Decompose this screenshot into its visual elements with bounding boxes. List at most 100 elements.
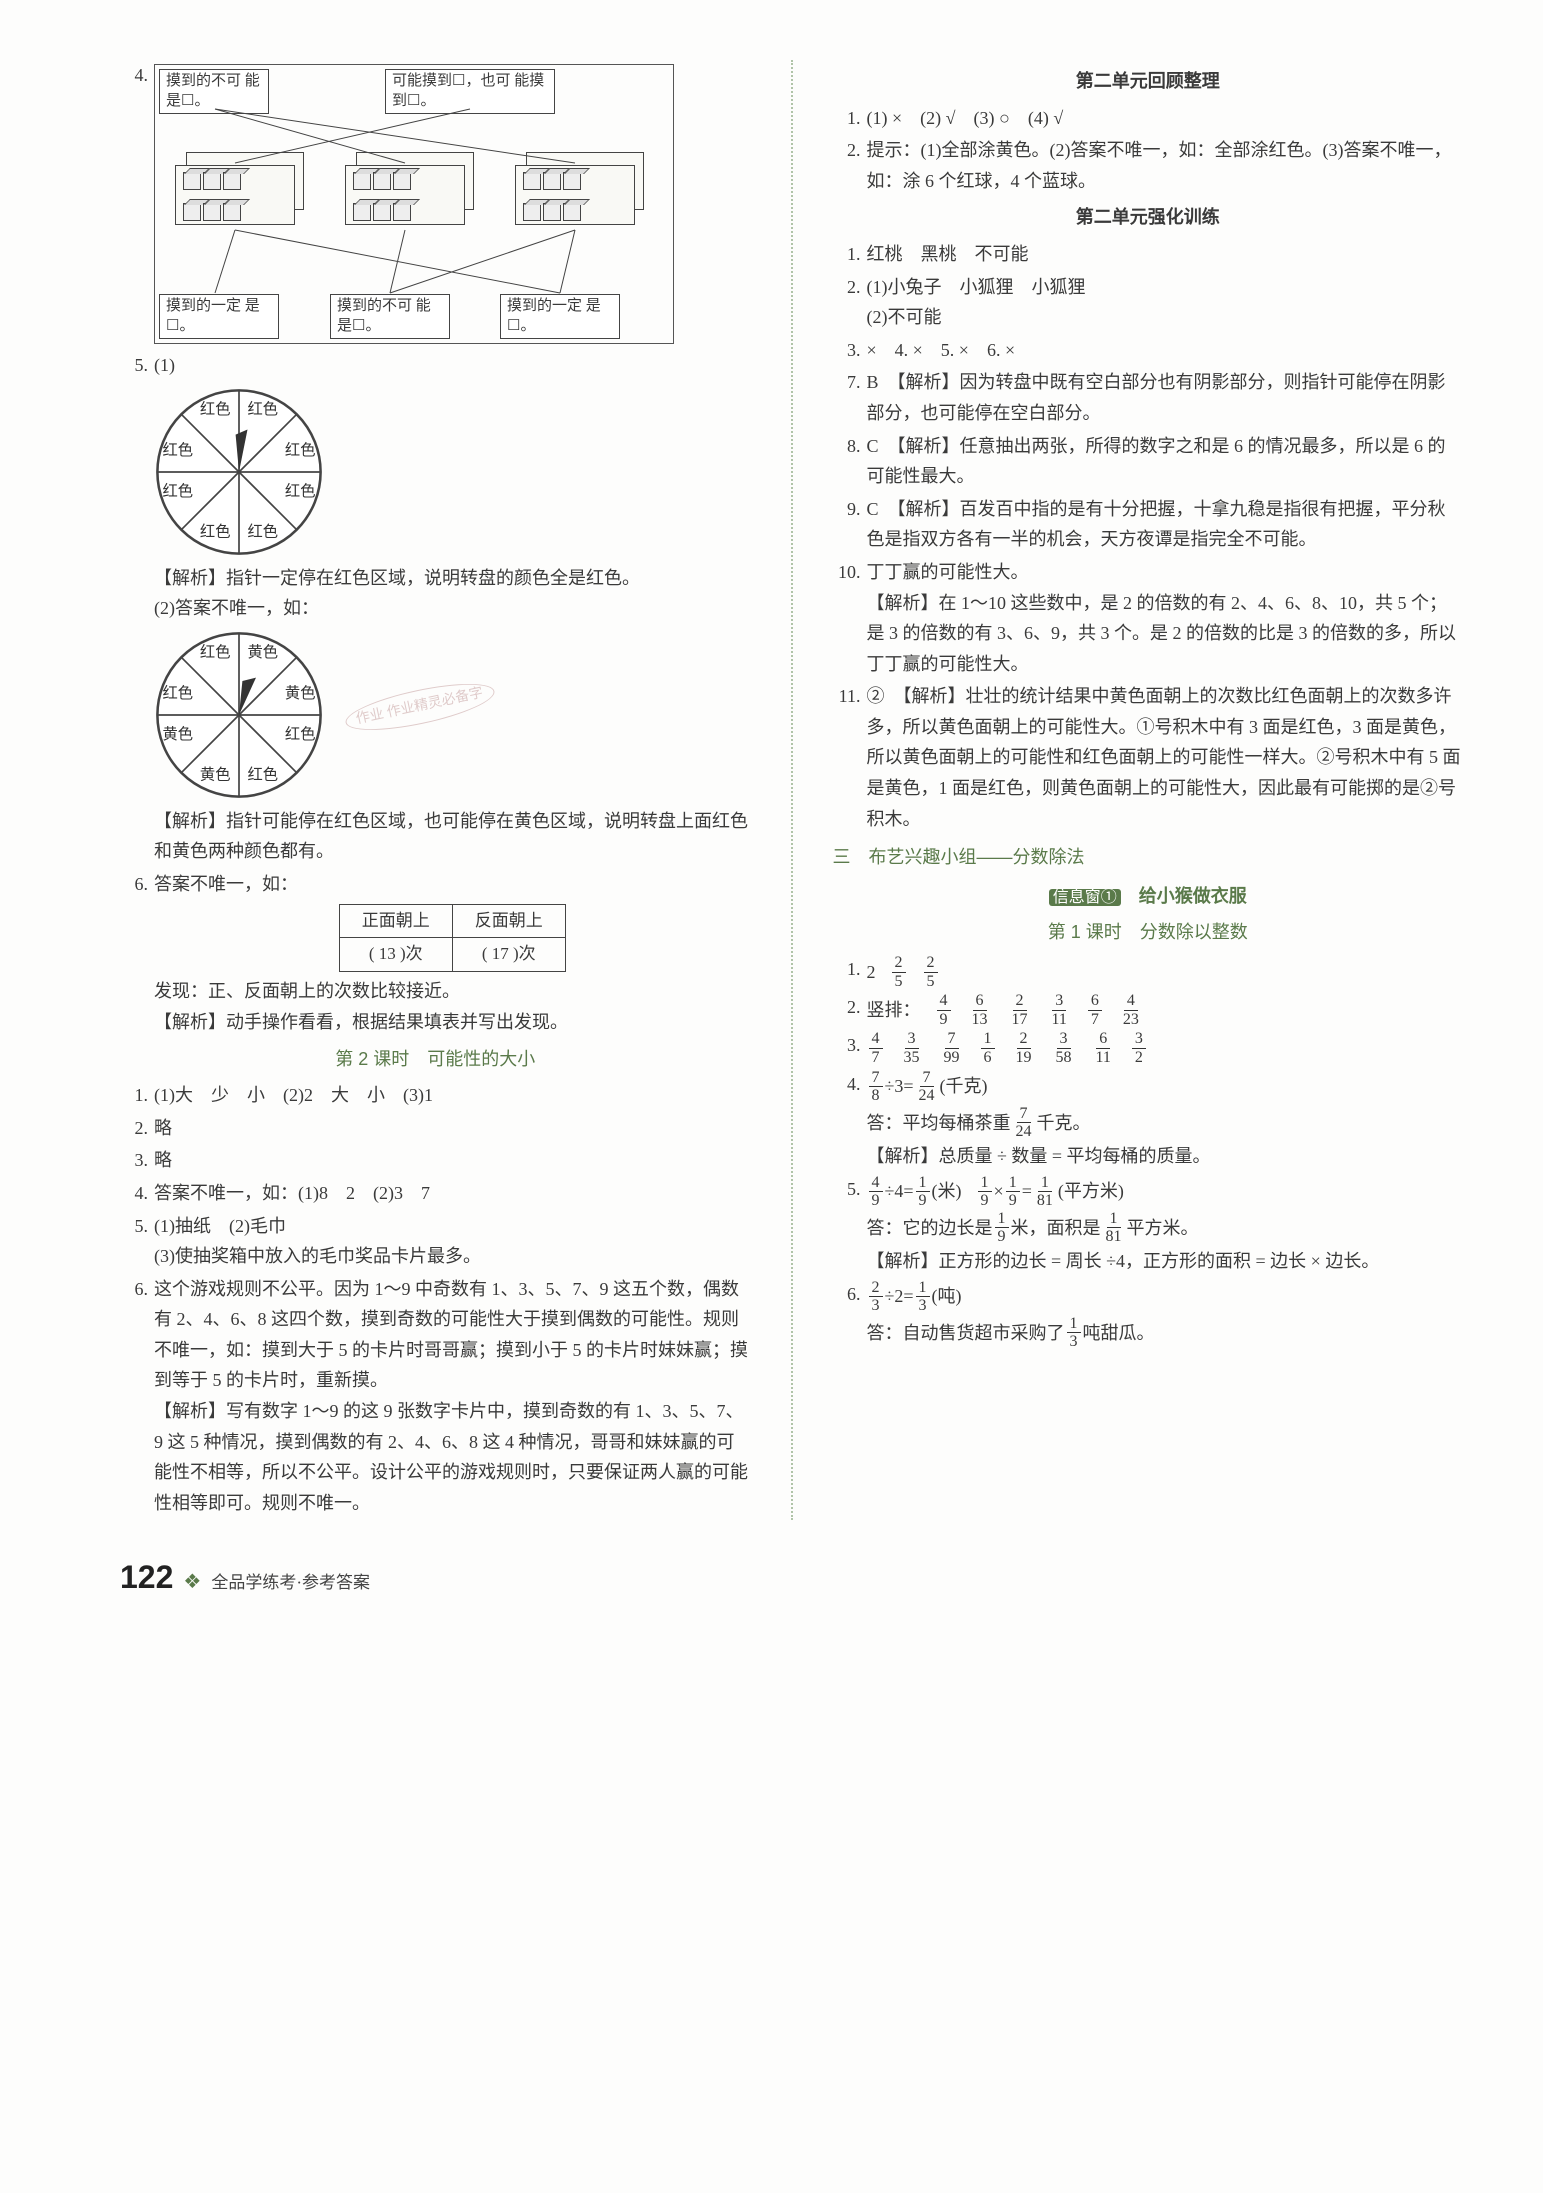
unit2-review-title: 第二单元回顾整理 (833, 66, 1464, 97)
bottom-box-3: 摸到的一定 是☐。 (500, 294, 620, 339)
svg-text:红色: 红色 (162, 685, 193, 702)
q4: 4. 摸到的不可 能是☐。 可能摸到☐，也可 能摸到☐。 摸到的一定 是☐。 (120, 60, 751, 348)
page-footer: 122 ❖ 全品学练考·参考答案 (120, 1550, 1463, 1604)
column-divider (791, 60, 793, 1520)
bottom-box-2: 摸到的不可 能是☐。 (330, 294, 450, 339)
q5-part1-label: (1) (154, 355, 175, 375)
ans-post: 千克。 (1037, 1108, 1091, 1139)
l2-q1: (1)大 少 小 (2)2 大 小 (3)1 (154, 1080, 751, 1111)
td-1: ( 13 )次 (339, 938, 452, 972)
t-q11-ans: ② (867, 686, 885, 706)
svg-text:黄色: 黄色 (247, 644, 278, 661)
ans-post: 平方米。 (1127, 1213, 1199, 1244)
l2-q4: 答案不唯一，如：(1)8 2 (2)3 7 (154, 1178, 751, 1209)
svg-text:红色: 红色 (247, 401, 278, 418)
bin-1 (175, 165, 295, 225)
svg-text:红色: 红色 (200, 523, 231, 540)
l2-q5-1: (1)抽纸 (2)毛巾 (154, 1211, 751, 1242)
f-q1: 2 25 25 (867, 954, 1464, 990)
frac: 25 (924, 954, 938, 990)
chapter-num: 三 (833, 847, 851, 867)
t-q3-6: × 4. × 5. × 6. × (867, 335, 1464, 366)
t-q2-2: (2)不可能 (867, 302, 1464, 333)
q5: 5. (1) 红 (120, 350, 751, 867)
analysis-label: 【解析】 (154, 568, 226, 588)
bin-3 (515, 165, 635, 225)
f-q4: 78 ÷3= 724 (千克) 答：平均每桶茶重724千克。 【解析】总质量 ÷… (867, 1069, 1464, 1172)
svg-text:红色: 红色 (285, 482, 316, 499)
analysis-label: 【解析】 (897, 436, 960, 456)
unit: (千克) (940, 1071, 988, 1102)
f-q5: 49 ÷4= 19 (米) 19 × 19 = 181 (平方米) 答：它的边长… (867, 1174, 1464, 1277)
svg-text:红色: 红色 (285, 442, 316, 459)
svg-text:红色: 红色 (200, 401, 231, 418)
t-q11-text: 壮壮的统计结果中黄色面朝上的次数比红色面朝上的次数多许多，所以黄色面朝上的可能性… (867, 686, 1461, 828)
l2-q3: 略 (154, 1145, 751, 1176)
info-badge: 信息窗① (1049, 889, 1121, 906)
pie-1: 红色红色 红色红色 红色红色 红色红色 (154, 387, 324, 557)
right-column: 第二单元回顾整理 1.(1) × (2) √ (3) ○ (4) √ 2.提示：… (833, 60, 1464, 1520)
svg-text:红色: 红色 (247, 766, 278, 783)
ans-pre: 答：平均每桶茶重 (867, 1108, 1011, 1139)
unit: (吨) (932, 1281, 962, 1312)
th-2: 反面朝上 (452, 904, 565, 938)
unit: (平方米) (1058, 1176, 1124, 1207)
f-q4-analysis: 总质量 ÷ 数量 = 平均每桶的质量。 (939, 1146, 1211, 1166)
t-q10-text: 在 1～10 这些数中，是 2 的倍数的有 2、4、6、8、10，共 5 个；是… (867, 593, 1457, 674)
watermark-stamp: 作业 作业精灵必备字 (342, 674, 497, 739)
analysis-label: 【解析】 (154, 1401, 226, 1421)
analysis-label: 【解析】 (897, 499, 960, 519)
pie-2: 黄色黄色 红色红色 黄色黄色 红色红色 (154, 630, 324, 800)
top-box-2: 可能摸到☐，也可 能摸到☐。 (385, 69, 555, 114)
left-column: 4. 摸到的不可 能是☐。 可能摸到☐，也可 能摸到☐。 摸到的一定 是☐。 (120, 60, 751, 1520)
q5-analysis2: 指针可能停在红色区域，也可能停在黄色区域，说明转盘上面红色和黄色两种颜色都有。 (154, 811, 748, 862)
l2-q6-main: 这个游戏规则不公平。因为 1～9 中奇数有 1、3、5、7、9 这五个数，偶数有… (154, 1274, 751, 1396)
q5-analysis1: 指针一定停在红色区域，说明转盘的颜色全是红色。 (226, 568, 640, 588)
t-q2-1: (1)小兔子 小狐狸 小狐狸 (867, 272, 1464, 303)
analysis-label: 【解析】 (867, 593, 939, 613)
analysis-label: 【解析】 (867, 1146, 939, 1166)
l2-q6-analysis: 写有数字 1～9 的这 9 张数字卡片中，摸到奇数的有 1、3、5、7、9 这 … (154, 1401, 748, 1513)
analysis-label: 【解析】 (154, 1012, 226, 1032)
unit: (米) (932, 1176, 962, 1207)
q6-label: 答案不唯一，如： (154, 874, 298, 894)
page-number: 122 (120, 1550, 173, 1604)
f-q2-label: 竖排： (867, 995, 921, 1026)
unit2-train-title: 第二单元强化训练 (833, 202, 1464, 233)
footer-text: 全品学练考·参考答案 (211, 1569, 370, 1598)
bottom-box-1: 摸到的一定 是☐。 (159, 294, 279, 339)
t-q7-ans: B (867, 372, 879, 392)
l2-q2: 略 (154, 1113, 751, 1144)
svg-text:红色: 红色 (162, 442, 193, 459)
svg-text:红色: 红色 (200, 644, 231, 661)
lesson2-title: 第 2 课时 可能性的大小 (120, 1044, 751, 1075)
analysis-label: 【解析】 (154, 811, 226, 831)
q5-part2-label: (2)答案不唯一，如： (154, 593, 751, 624)
t-q1: 红桃 黑桃 不可能 (867, 239, 1464, 270)
lesson1-title: 第 1 课时 分数除以整数 (833, 917, 1464, 948)
svg-text:红色: 红色 (247, 523, 278, 540)
svg-text:红色: 红色 (162, 482, 193, 499)
analysis-label: 【解析】 (897, 372, 960, 392)
info-window: 信息窗① 给小猴做衣服 (833, 881, 1464, 912)
ans-pre: 答：自动售货超市采购了 (867, 1318, 1065, 1349)
f-q5-analysis: 正方形的边长 = 周长 ÷4，正方形的面积 = 边长 × 边长。 (939, 1251, 1380, 1271)
r-q2: 提示：(1)全部涂黄色。(2)答案不唯一，如：全部涂红色。(3)答案不唯一，如：… (867, 135, 1464, 196)
info-title: 给小猴做衣服 (1139, 886, 1247, 906)
bin-2 (345, 165, 465, 225)
chapter-title: 布艺兴趣小组——分数除法 (869, 847, 1085, 867)
t-q10-main: 丁丁赢的可能性大。 (867, 557, 1464, 588)
ans-mid: 米，面积是 (1011, 1213, 1101, 1244)
t-q9-ans: C (867, 499, 879, 519)
svg-text:黄色: 黄色 (285, 685, 316, 702)
ans-post: 吨甜瓜。 (1083, 1318, 1155, 1349)
svg-text:黄色: 黄色 (162, 726, 193, 743)
footer-dot: ❖ (183, 1565, 201, 1599)
analysis-label: 【解析】 (867, 1251, 939, 1271)
analysis-label: 【解析】 (903, 686, 966, 706)
td-2: ( 17 )次 (452, 938, 565, 972)
f-q1-v0: 2 (867, 957, 876, 988)
svg-text:黄色: 黄色 (200, 766, 231, 783)
f-q2: 竖排： 49 613 217 311 67 423 (867, 992, 1464, 1028)
l2-q5-2: (3)使抽奖箱中放入的毛巾奖品卡片最多。 (154, 1241, 751, 1272)
